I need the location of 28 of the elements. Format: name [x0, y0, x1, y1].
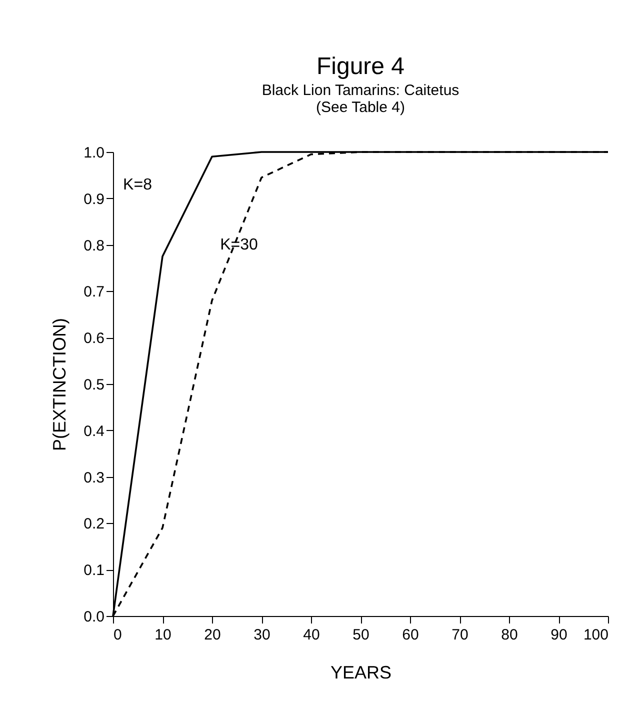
- x-tick-label: 10: [154, 626, 172, 644]
- x-tick-label: 80: [501, 626, 518, 644]
- y-tick-label: 0.9: [84, 190, 104, 208]
- x-tick-label: 60: [402, 626, 419, 644]
- y-tick-label: 0.1: [84, 562, 104, 580]
- y-axis-title: P(EXTINCTION): [50, 318, 70, 451]
- x-tick-label: 30: [254, 626, 270, 644]
- chart-subtitle: Black Lion Tamarins: Caitetus (See Table 4): [262, 82, 460, 116]
- x-tick-label: 70: [452, 626, 468, 644]
- y-tick-label: 0.7: [84, 284, 104, 301]
- y-tick-label: 0.5: [84, 376, 104, 394]
- x-tick-label: 40: [303, 626, 320, 644]
- y-tick-label: 0.6: [84, 330, 104, 348]
- x-tick-label: 0: [114, 626, 122, 644]
- x-tick-label: 50: [352, 626, 370, 644]
- text: K=8: [123, 176, 152, 194]
- chart-title: Figure 4: [316, 53, 405, 80]
- y-tick-label: 1.0: [84, 144, 104, 162]
- series-label: K=30: [220, 236, 258, 254]
- y-tick-label: 0.4: [84, 422, 104, 440]
- x-tick-label: 20: [204, 626, 221, 644]
- y-tick-label: 0.2: [84, 516, 104, 533]
- y-tick-label: 0.0: [84, 608, 104, 626]
- y-tick-label: 0.3: [84, 469, 104, 486]
- x-tick-label: 90: [550, 626, 568, 644]
- x-tick-label: 100: [583, 626, 608, 644]
- y-tick-label: 0.8: [84, 237, 104, 254]
- x-axis-title: YEARS: [330, 662, 392, 682]
